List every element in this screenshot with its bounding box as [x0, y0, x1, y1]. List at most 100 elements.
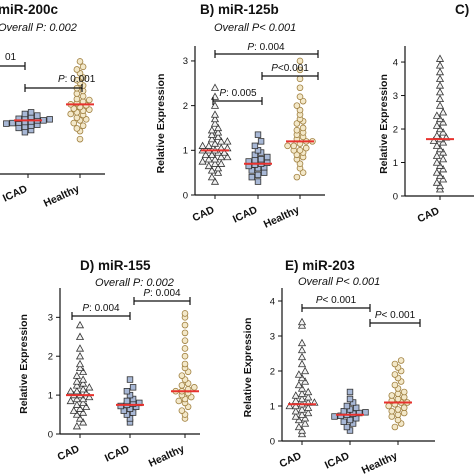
data-point — [284, 142, 291, 150]
data-point — [72, 421, 81, 430]
data-point — [123, 397, 131, 405]
data-point — [254, 131, 262, 138]
data-point — [432, 111, 441, 119]
p-symbol: P — [375, 310, 382, 321]
p-value-label: 01 — [5, 52, 17, 63]
p-value-label: P: 0.004 — [82, 303, 120, 314]
data-point — [331, 413, 338, 420]
data-point — [296, 106, 304, 114]
data-point — [129, 384, 137, 391]
x-tick-label: Healthy — [42, 183, 82, 210]
data-point — [79, 87, 87, 95]
data-point — [79, 394, 88, 403]
data-point — [400, 388, 408, 396]
p-value: < 0.001 — [323, 295, 357, 306]
data-point — [210, 101, 220, 109]
data-point — [72, 386, 81, 395]
data-point — [79, 418, 88, 426]
data-point — [72, 371, 81, 379]
data-point — [388, 392, 396, 399]
data-point — [210, 155, 220, 163]
p-value: : 0.005 — [226, 88, 257, 99]
p-value-label: P: 0.005 — [219, 88, 257, 99]
data-point — [21, 128, 29, 136]
data-point — [9, 119, 16, 127]
y-axis-label: Relative Expression — [155, 74, 167, 174]
data-point — [223, 152, 232, 161]
data-point — [210, 119, 220, 127]
y-tick-label: 0 — [183, 190, 188, 201]
data-point — [214, 123, 223, 132]
x-tick-label: ICAD — [231, 204, 260, 226]
data-point — [293, 173, 301, 181]
data-point — [126, 376, 134, 383]
data-point — [304, 393, 313, 401]
y-tick-label: 2 — [270, 366, 275, 377]
data-point — [352, 404, 360, 411]
data-point — [73, 114, 81, 122]
data-point — [181, 337, 189, 344]
data-point — [290, 142, 298, 150]
data-point — [297, 338, 307, 347]
data-point — [198, 141, 207, 149]
p-value: <0.001 — [278, 63, 309, 74]
data-point — [297, 394, 307, 403]
data-point — [435, 54, 445, 62]
data-point — [432, 121, 441, 129]
p-symbol: P — [143, 288, 150, 299]
data-point — [207, 134, 216, 143]
data-point — [178, 382, 186, 389]
data-point — [304, 387, 313, 396]
data-point — [294, 422, 303, 431]
data-point — [429, 136, 438, 144]
data-point — [198, 157, 207, 165]
y-tick-label: 1 — [393, 158, 398, 169]
panel-title-text: miR-155 — [98, 258, 151, 273]
data-point — [285, 401, 294, 410]
data-point — [291, 401, 300, 410]
data-point — [297, 317, 307, 326]
y-tick-label: 3 — [183, 56, 188, 67]
data-point — [304, 403, 313, 411]
x-tick-label: Healthy — [360, 450, 400, 474]
data-point — [123, 388, 131, 395]
panel-subtitle: Overall P: 0.002 — [0, 22, 77, 34]
p-symbol: P — [247, 42, 254, 53]
data-point — [72, 400, 81, 408]
data-point — [75, 404, 85, 412]
p-value: < 0.001 — [382, 310, 416, 321]
data-point — [15, 115, 22, 122]
panel-title-text: miR-203 — [302, 258, 355, 273]
y-tick-label: 0 — [48, 429, 53, 440]
data-point — [294, 415, 303, 424]
data-point — [302, 144, 310, 152]
panel-title-text: miR-200c — [0, 2, 59, 17]
data-point — [297, 384, 307, 392]
panel-subtitle: Overall P< 0.001 — [214, 22, 296, 34]
data-point — [214, 132, 223, 141]
p-symbol: P — [316, 295, 323, 306]
data-point — [207, 166, 216, 174]
data-point — [66, 386, 75, 395]
data-point — [385, 402, 393, 410]
data-point — [117, 402, 124, 410]
x-tick-label: ICAD — [1, 183, 30, 205]
data-point — [346, 395, 354, 403]
data-point — [397, 357, 405, 364]
data-point — [175, 397, 183, 405]
panel-B: B) miR-125b Overall P< 0.001 0 1 2 3 Relative … — [155, 2, 325, 231]
data-point — [340, 408, 347, 415]
y-tick-label: 3 — [48, 313, 53, 324]
data-point — [79, 367, 88, 375]
data-point — [296, 84, 304, 92]
data-point — [432, 151, 441, 159]
data-point — [79, 92, 87, 100]
data-point — [294, 380, 303, 389]
data-point — [72, 381, 81, 389]
data-point — [435, 81, 445, 89]
data-point — [343, 423, 351, 431]
y-axis-label: Relative Expression — [18, 314, 30, 414]
y-tick-label: 1 — [183, 146, 188, 157]
data-point — [15, 124, 22, 132]
data-point — [69, 406, 78, 414]
